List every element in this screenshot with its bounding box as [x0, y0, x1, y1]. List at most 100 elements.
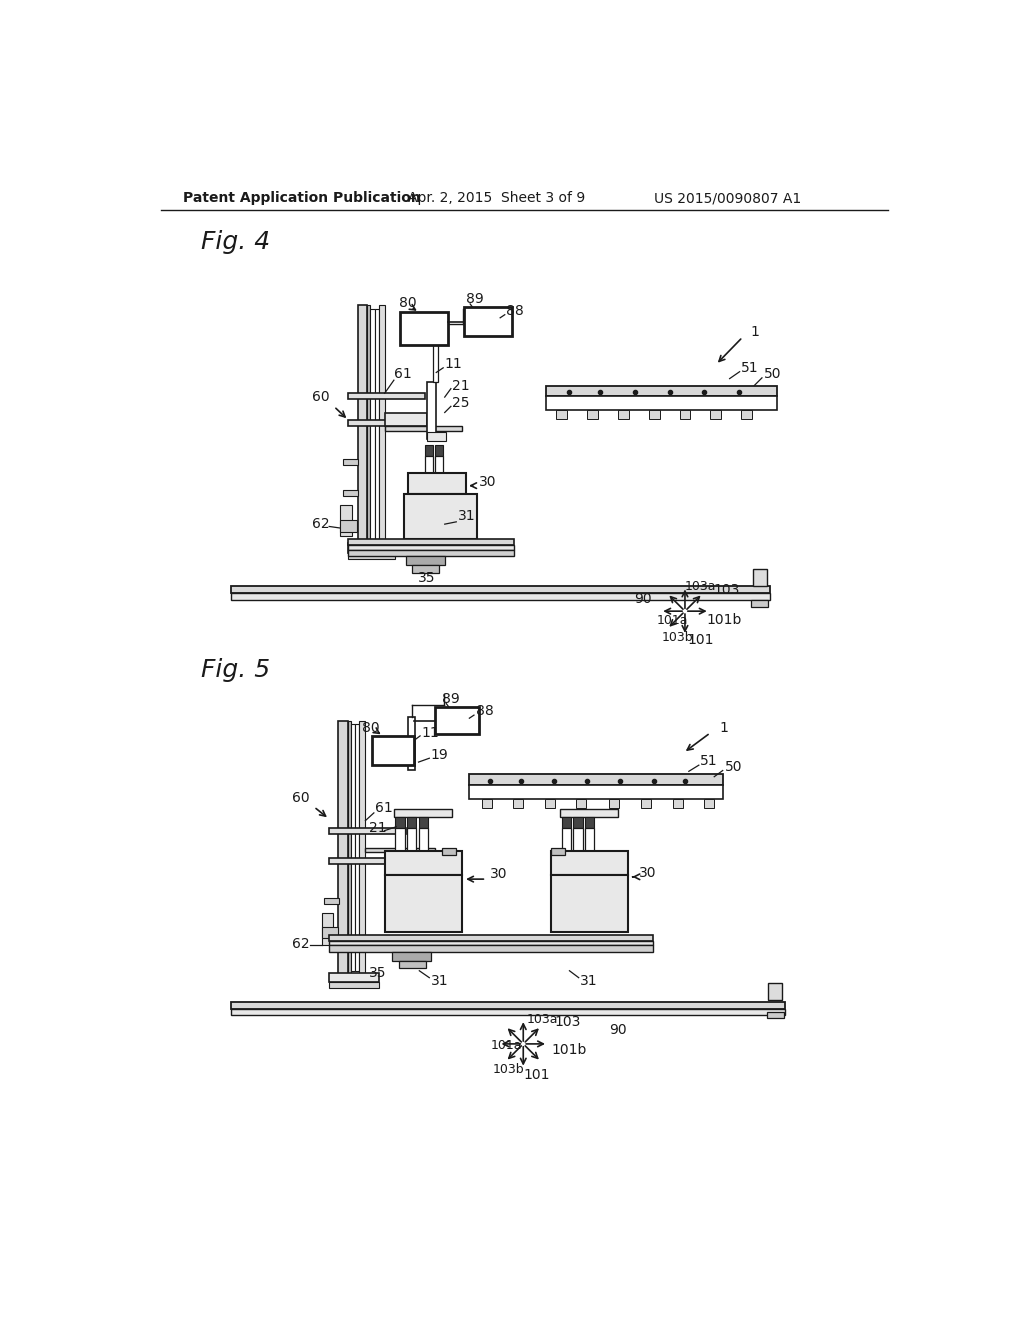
Bar	[385, 851, 462, 875]
Bar	[348, 549, 514, 556]
Bar	[394, 809, 452, 817]
Bar	[372, 737, 414, 766]
Text: Apr. 2, 2015  Sheet 3 of 9: Apr. 2, 2015 Sheet 3 of 9	[408, 191, 585, 206]
Bar	[348, 539, 514, 545]
Bar	[230, 594, 770, 599]
Text: 51: 51	[741, 360, 759, 375]
Text: 1: 1	[751, 325, 759, 339]
Text: 80: 80	[361, 721, 379, 735]
Text: 19: 19	[431, 748, 449, 762]
Bar	[348, 544, 394, 553]
Bar	[649, 411, 659, 420]
Text: 90: 90	[609, 1023, 627, 1038]
Bar	[435, 455, 443, 478]
Text: 30: 30	[639, 866, 656, 880]
Bar	[752, 601, 768, 607]
Text: 101: 101	[687, 632, 714, 647]
Bar	[577, 799, 587, 808]
Text: 1: 1	[720, 721, 728, 735]
Bar	[230, 586, 770, 594]
Text: 21: 21	[453, 379, 470, 392]
Bar	[680, 411, 690, 420]
Text: 31: 31	[458, 510, 475, 524]
Bar	[427, 432, 446, 441]
Text: 50: 50	[725, 760, 742, 774]
Bar	[330, 982, 379, 989]
Bar	[343, 459, 358, 465]
Bar	[359, 721, 366, 974]
Bar	[464, 308, 512, 337]
Bar	[617, 411, 629, 420]
Text: 80: 80	[398, 296, 416, 310]
Bar	[753, 569, 767, 586]
Bar	[419, 817, 428, 829]
Text: 61: 61	[376, 800, 393, 814]
Text: 61: 61	[394, 367, 412, 381]
Text: 30: 30	[479, 475, 497, 488]
Bar	[339, 721, 348, 974]
Text: 31: 31	[581, 974, 598, 987]
Bar	[330, 973, 379, 982]
Text: 90: 90	[634, 591, 651, 606]
Text: 25: 25	[453, 396, 470, 411]
Text: Fig. 4: Fig. 4	[202, 230, 270, 253]
Text: 62: 62	[292, 937, 310, 950]
Bar	[545, 799, 555, 808]
Bar	[367, 305, 370, 544]
Bar	[330, 941, 652, 945]
Bar	[400, 313, 447, 345]
Text: 62: 62	[311, 517, 329, 531]
Text: 103a: 103a	[526, 1012, 558, 1026]
Text: 35: 35	[370, 966, 387, 979]
Text: 21: 21	[370, 821, 387, 836]
Bar	[385, 874, 462, 932]
Text: 51: 51	[700, 754, 718, 768]
Bar	[395, 829, 404, 851]
Bar	[433, 335, 438, 381]
Bar	[385, 426, 462, 430]
Bar	[330, 829, 407, 834]
Bar	[608, 799, 618, 808]
Bar	[330, 945, 652, 952]
Bar	[741, 411, 752, 420]
Text: 89: 89	[442, 692, 460, 706]
Bar	[348, 545, 514, 549]
Bar	[573, 817, 583, 829]
Bar	[711, 411, 721, 420]
Bar	[469, 775, 724, 785]
Bar	[230, 1010, 785, 1015]
Bar	[348, 420, 425, 426]
Bar	[395, 817, 404, 829]
Bar	[398, 961, 426, 969]
Bar	[340, 520, 357, 532]
Text: Fig. 5: Fig. 5	[202, 659, 270, 682]
Bar	[481, 799, 492, 808]
Bar	[556, 411, 567, 420]
Bar	[330, 858, 407, 863]
Bar	[343, 490, 358, 496]
Bar	[442, 847, 457, 855]
Text: 89: 89	[466, 292, 484, 306]
Bar	[469, 785, 724, 799]
Bar	[351, 725, 355, 970]
Text: 35: 35	[418, 572, 435, 585]
Bar	[427, 381, 436, 440]
Bar	[322, 913, 333, 945]
Text: 103b: 103b	[493, 1063, 524, 1076]
Text: 60: 60	[292, 791, 310, 804]
Bar	[379, 305, 385, 544]
Bar	[560, 809, 617, 817]
Bar	[641, 799, 651, 808]
Text: 101a: 101a	[656, 614, 688, 627]
Bar	[551, 847, 565, 855]
Text: Patent Application Publication: Patent Application Publication	[183, 191, 421, 206]
Bar	[355, 725, 359, 970]
Bar	[330, 935, 652, 941]
Bar	[366, 847, 435, 853]
Bar	[551, 851, 628, 875]
Bar	[547, 385, 777, 396]
Bar	[435, 706, 479, 734]
Bar	[230, 1002, 785, 1010]
Bar	[768, 983, 782, 1001]
Text: 88: 88	[506, 304, 524, 318]
